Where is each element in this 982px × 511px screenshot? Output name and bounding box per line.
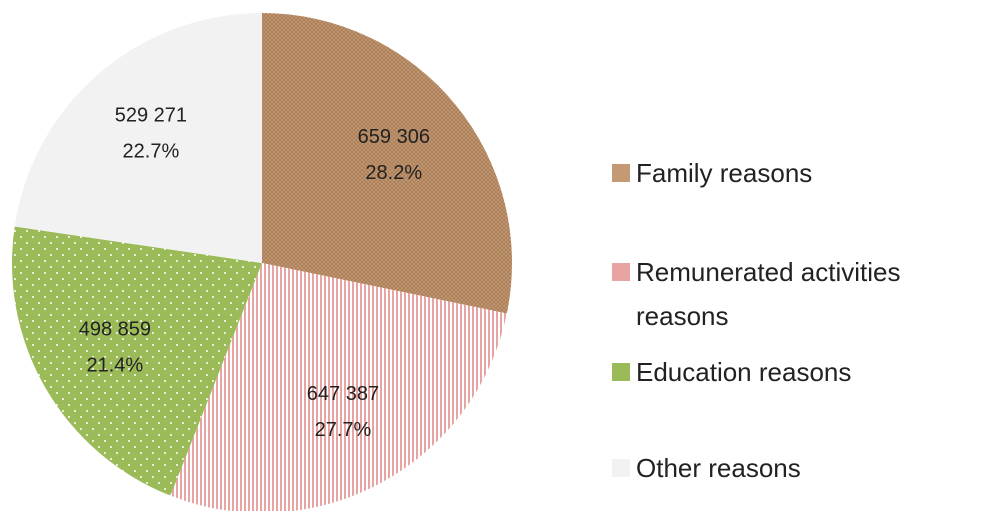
legend-item: Family reasons	[612, 151, 942, 195]
data-label: 498 859	[79, 318, 151, 340]
legend: Family reasons Remunerated activities rea…	[612, 0, 972, 511]
legend-label: Education reasons	[636, 357, 852, 387]
legend-swatch	[612, 164, 630, 182]
legend-swatch	[612, 459, 630, 477]
percent-label: 21.4%	[87, 354, 144, 376]
legend-label: Other reasons	[636, 453, 801, 483]
pie-slice	[11, 226, 263, 496]
percent-label: 22.7%	[123, 141, 180, 163]
pie-area: 659 306 28.2% 647 387 27.7% 498 859 21.4% 529 …	[11, 12, 512, 511]
data-label: 529 271	[115, 105, 187, 127]
pie-slice	[170, 263, 507, 511]
legend-swatch	[612, 363, 630, 381]
pie-slice	[262, 13, 512, 314]
legend-item: Remunerated activities reasons	[612, 250, 942, 338]
data-label: 647 387	[307, 383, 379, 405]
legend-item: Other reasons	[612, 446, 942, 490]
legend-swatch	[612, 263, 630, 281]
legend-item: Education reasons	[612, 350, 942, 394]
legend-label: Remunerated activities reasons	[636, 257, 901, 331]
data-label: 659 306	[358, 126, 430, 148]
legend-label: Family reasons	[636, 158, 813, 188]
percent-label: 28.2%	[365, 162, 422, 184]
percent-label: 27.7%	[315, 419, 372, 441]
pie-slice	[14, 12, 262, 264]
